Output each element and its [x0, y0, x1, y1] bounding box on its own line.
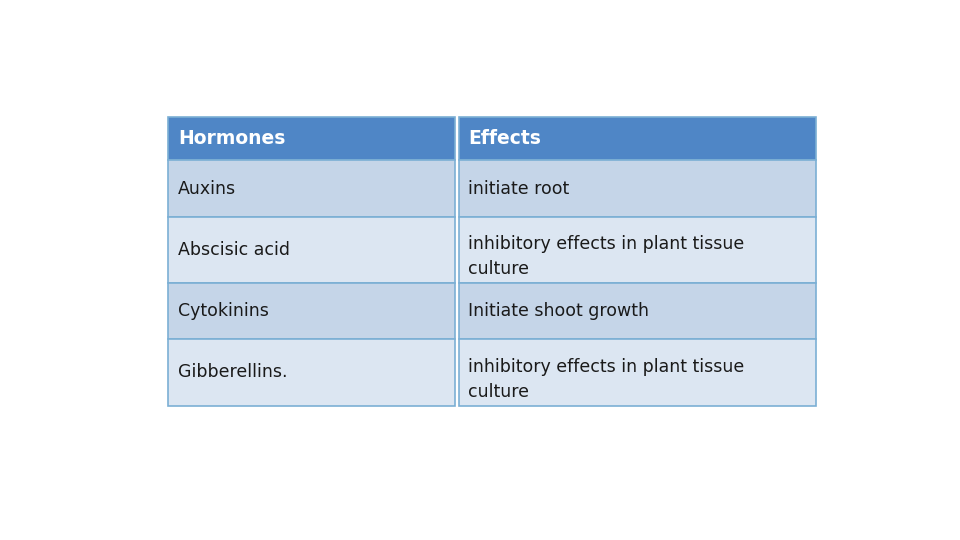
FancyBboxPatch shape [459, 217, 816, 283]
Text: Auxins: Auxins [178, 179, 236, 198]
FancyBboxPatch shape [168, 217, 455, 283]
FancyBboxPatch shape [168, 339, 455, 406]
FancyBboxPatch shape [459, 283, 816, 339]
FancyBboxPatch shape [459, 160, 816, 217]
Text: Initiate shoot growth: Initiate shoot growth [468, 302, 649, 320]
Text: Abscisic acid: Abscisic acid [178, 241, 290, 259]
Text: Hormones: Hormones [178, 129, 285, 148]
FancyBboxPatch shape [459, 339, 816, 406]
Text: Cytokinins: Cytokinins [178, 302, 269, 320]
FancyBboxPatch shape [459, 117, 816, 160]
FancyBboxPatch shape [168, 117, 455, 160]
Text: inhibitory effects in plant tissue
culture: inhibitory effects in plant tissue cultu… [468, 358, 744, 401]
Text: Effects: Effects [468, 129, 541, 148]
Text: initiate root: initiate root [468, 179, 569, 198]
Text: Gibberellins.: Gibberellins. [178, 363, 288, 381]
FancyBboxPatch shape [168, 283, 455, 339]
FancyBboxPatch shape [168, 160, 455, 217]
Text: inhibitory effects in plant tissue
culture: inhibitory effects in plant tissue cultu… [468, 235, 744, 278]
